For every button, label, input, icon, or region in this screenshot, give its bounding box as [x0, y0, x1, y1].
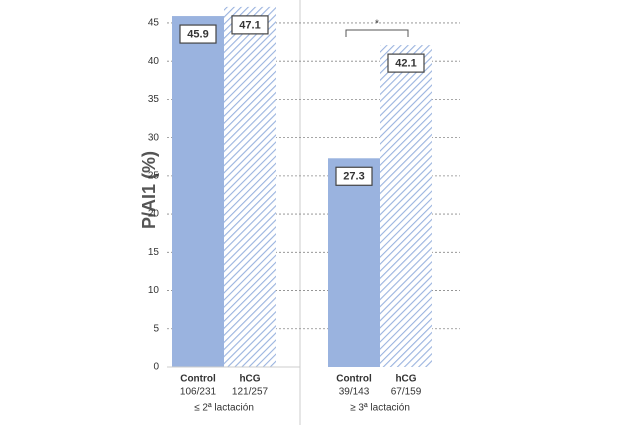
count-label: 121/257 — [232, 387, 269, 398]
value-label-box — [231, 15, 269, 35]
y-tick-label: 35 — [148, 94, 160, 105]
annotation: * — [375, 19, 379, 30]
y-tick-label: 40 — [148, 56, 160, 67]
y-tick-label: 10 — [148, 285, 160, 296]
count-label: 39/143 — [339, 387, 370, 398]
bar — [224, 6, 276, 367]
group-label: ≥ 3ª lactación — [350, 403, 410, 414]
value-label-box — [335, 166, 373, 186]
bar — [380, 45, 432, 368]
significance-bracket — [345, 29, 409, 37]
value-label-box — [179, 24, 217, 44]
y-tick-label: 45 — [148, 18, 160, 29]
y-tick-label: 30 — [148, 132, 160, 143]
y-tick-label: 20 — [148, 209, 160, 220]
value-label: 27.3 — [343, 171, 364, 183]
y-tick-label: 25 — [148, 170, 160, 181]
category-label: hCG — [239, 374, 260, 385]
bar — [328, 158, 380, 367]
value-label: 47.1 — [239, 19, 260, 31]
category-label: Control — [180, 374, 216, 385]
value-label-box — [387, 53, 425, 73]
y-tick-label: 15 — [148, 247, 160, 258]
value-label: 45.9 — [187, 28, 208, 40]
value-label: 42.1 — [395, 58, 416, 70]
count-label: 67/159 — [391, 387, 422, 398]
y-tick-label: 5 — [153, 323, 159, 334]
y-tick-label: 0 — [153, 362, 159, 373]
group-label: ≤ 2ª lactación — [194, 403, 254, 414]
category-label: Control — [336, 374, 372, 385]
count-label: 106/231 — [180, 387, 217, 398]
bar — [172, 16, 224, 368]
y-axis-label: P/AI1 (%) — [139, 151, 159, 229]
category-label: hCG — [395, 374, 416, 385]
